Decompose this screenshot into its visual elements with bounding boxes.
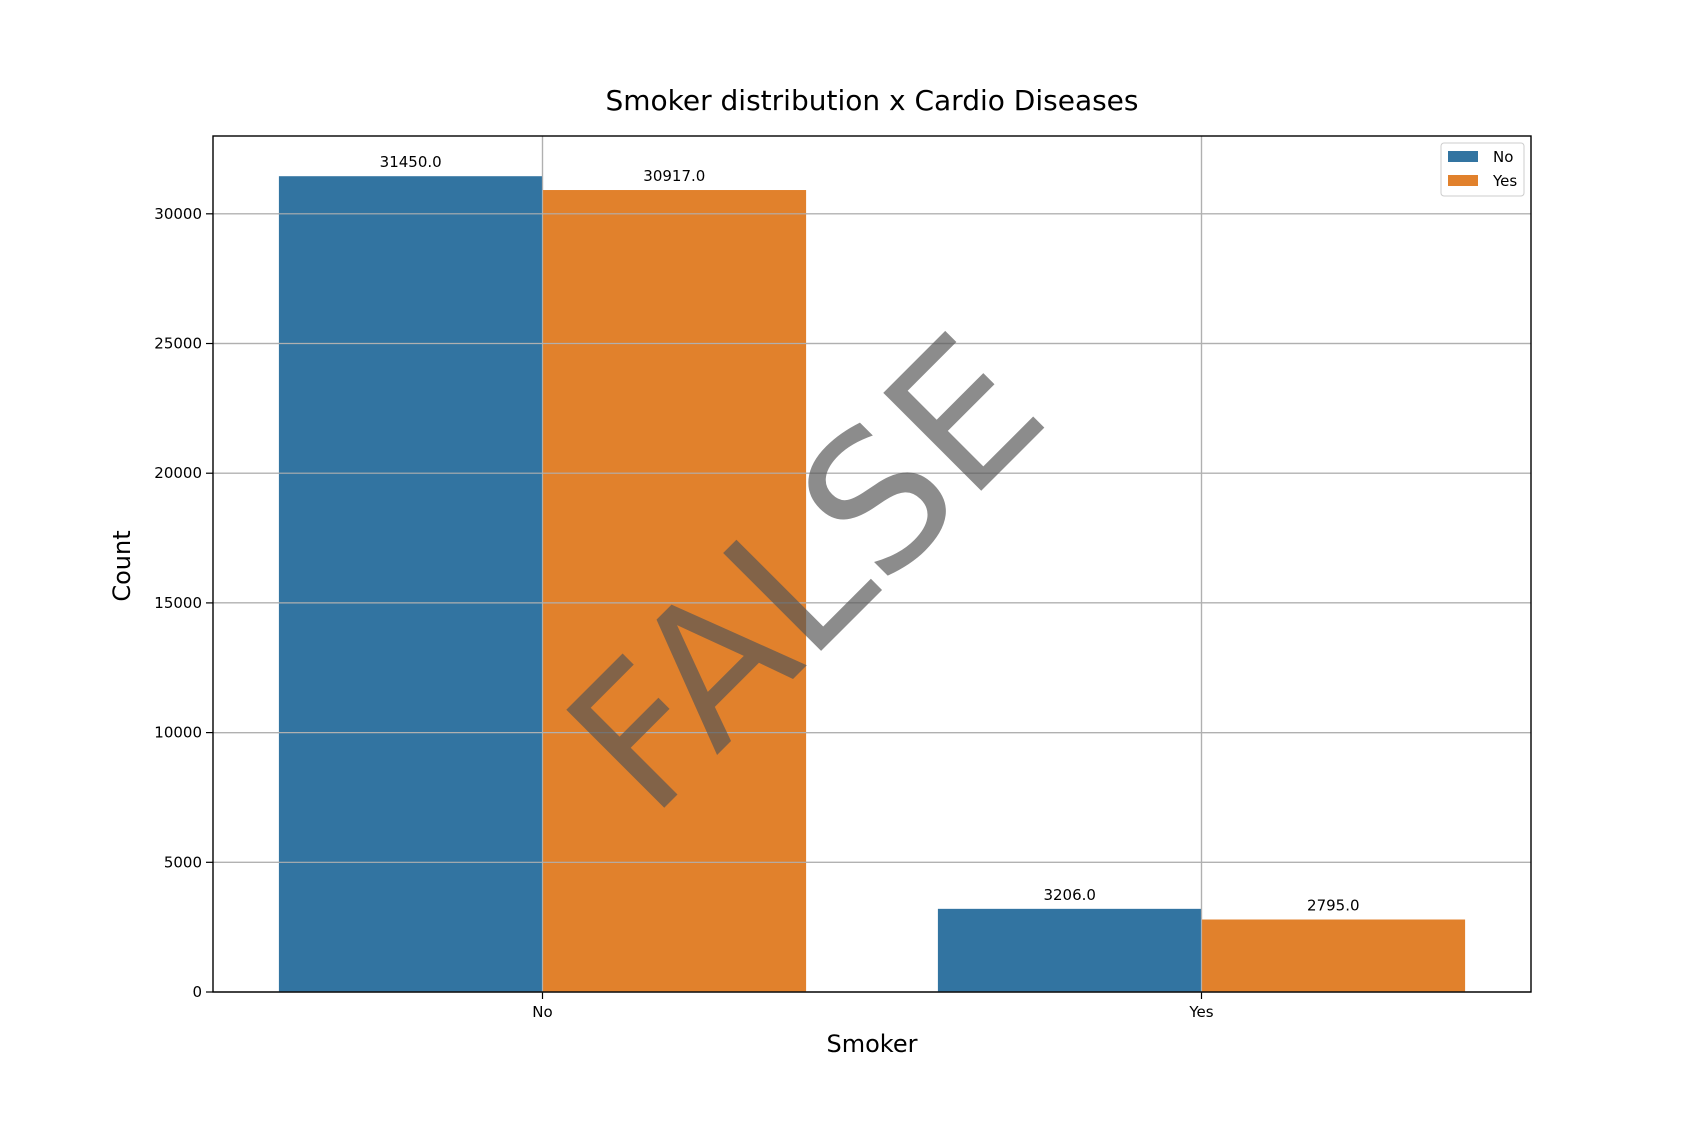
y-tick-label: 15000 [154,594,202,612]
chart-title: Smoker distribution x Cardio Diseases [606,84,1139,117]
legend-swatch-yes [1448,175,1478,186]
y-axis-label: Count [108,530,136,601]
x-axis-label: Smoker [827,1030,918,1058]
bar-no-yes [937,908,1202,992]
bar-yes-no [542,190,807,993]
legend-label-yes: Yes [1492,172,1517,190]
y-tick-label: 30000 [154,205,202,223]
legend-label-no: No [1493,148,1513,166]
bar-value-labels: 31450.0 30917.0 3206.0 2795.0 [213,136,1531,993]
y-tick-label: 0 [192,983,202,1001]
axis-ticks: 0 5000 10000 15000 20000 25000 30000 No Yes [154,205,1214,1021]
y-tick-label: 5000 [164,853,202,871]
bar-value-label: 31450.0 [380,153,442,171]
y-tick-label: 25000 [154,335,202,353]
bar-value-label: 30917.0 [643,167,705,185]
bar-value-label: 3206.0 [1043,886,1096,904]
y-tick-label: 10000 [154,724,202,742]
bars [278,176,1466,993]
x-tick-label: No [532,1003,552,1021]
bar-value-label: 2795.0 [1307,896,1360,914]
y-tick-label: 20000 [154,464,202,482]
legend: No Yes [1440,142,1525,197]
bar-no-no [278,176,543,992]
legend-swatch-no [1448,151,1478,162]
plot-frame [212,135,1532,993]
x-tick-label: Yes [1188,1003,1213,1021]
bar-yes-yes [1201,919,1466,992]
